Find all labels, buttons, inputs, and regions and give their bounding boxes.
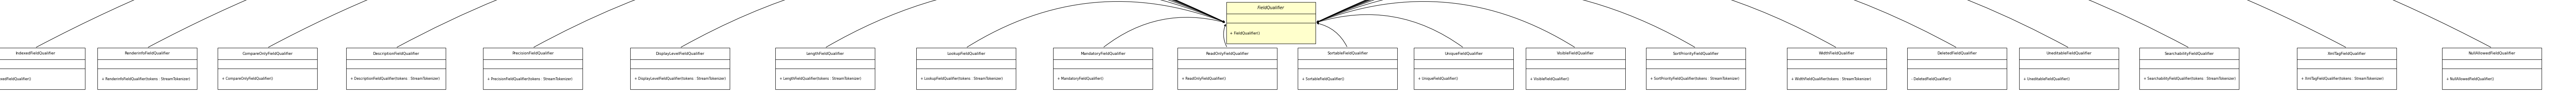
Text: + LengthFieldQualifier(tokens : StreamTokenizer): + LengthFieldQualifier(tokens : StreamTo…	[781, 77, 860, 81]
Text: + UneditableFieldQualifier(): + UneditableFieldQualifier()	[2022, 77, 2069, 81]
Text: ReadOnlyFieldQualifier: ReadOnlyFieldQualifier	[1206, 52, 1249, 56]
Bar	[2442, 48, 2543, 89]
Text: WidthFieldQualifier: WidthFieldQualifier	[1819, 52, 1855, 56]
Text: CompareOnlyFieldQualifier: CompareOnlyFieldQualifier	[242, 52, 294, 56]
Bar	[219, 48, 317, 89]
Text: UniqueFieldQualifier: UniqueFieldQualifier	[1445, 52, 1484, 56]
Text: + MandatoryFieldQualifier(): + MandatoryFieldQualifier()	[1056, 77, 1103, 81]
Text: LookupFieldQualifier: LookupFieldQualifier	[948, 52, 984, 56]
Text: SortableFieldQualifier: SortableFieldQualifier	[1327, 52, 1368, 56]
Bar	[775, 48, 876, 89]
Text: + XmlTagFieldQualifier(tokens : StreamTokenizer): + XmlTagFieldQualifier(tokens : StreamTo…	[2300, 77, 2383, 81]
Bar	[631, 48, 729, 89]
Bar	[1298, 48, 1396, 89]
Text: SearchabilityFieldQualifier: SearchabilityFieldQualifier	[2164, 52, 2213, 56]
Bar	[1177, 48, 1278, 89]
Bar	[1414, 48, 1512, 89]
Bar	[2141, 48, 2239, 89]
Text: + NullAllowedFieldQualifier(): + NullAllowedFieldQualifier()	[2447, 77, 2494, 81]
Bar	[1525, 48, 1625, 89]
Text: + DescriptionFieldQualifier(tokens : StreamTokenizer): + DescriptionFieldQualifier(tokens : Str…	[350, 77, 440, 81]
Text: VisibleFieldQualifier: VisibleFieldQualifier	[1556, 52, 1595, 56]
Text: FieldQualifier: FieldQualifier	[1257, 6, 1285, 10]
Text: - DeletedFieldQualifier(): - DeletedFieldQualifier()	[1911, 77, 1950, 81]
Text: RenderinfoFieldQualifier: RenderinfoFieldQualifier	[124, 52, 170, 56]
Bar	[917, 48, 1015, 89]
Text: SortPriorityFieldQualifier: SortPriorityFieldQualifier	[1672, 52, 1718, 56]
Bar	[98, 48, 196, 89]
Bar	[1788, 48, 1886, 89]
Text: + ReadOnlyFieldQualifier(): + ReadOnlyFieldQualifier()	[1182, 77, 1226, 81]
Text: + IndexedFieldQualifier(): + IndexedFieldQualifier()	[0, 77, 31, 81]
Text: PrecisionFieldQualifier: PrecisionFieldQualifier	[513, 52, 554, 56]
Text: LengthFieldQualifier: LengthFieldQualifier	[806, 52, 845, 56]
Bar	[2298, 48, 2396, 89]
Bar	[345, 48, 446, 89]
Text: + FieldQualifier(): + FieldQualifier()	[1229, 31, 1260, 35]
Text: + PrecisionFieldQualifier(tokens : StreamTokenizer): + PrecisionFieldQualifier(tokens : Strea…	[487, 77, 572, 81]
Text: + VisibleFieldQualifier(): + VisibleFieldQualifier()	[1530, 77, 1569, 81]
Text: + SortableFieldQualifier(): + SortableFieldQualifier()	[1301, 77, 1345, 81]
Text: XmlTagFieldQualifier: XmlTagFieldQualifier	[2329, 52, 2365, 56]
Bar	[1054, 48, 1151, 89]
Text: DeletedFieldQualifier: DeletedFieldQualifier	[1937, 52, 1976, 56]
Bar	[1906, 48, 2007, 89]
Text: + RenderinfoFieldQualifier(tokens : StreamTokenizer): + RenderinfoFieldQualifier(tokens : Stre…	[100, 77, 191, 81]
Bar	[1646, 48, 1747, 89]
Text: + SortPriorityFieldQualifier(tokens : StreamTokenizer): + SortPriorityFieldQualifier(tokens : St…	[1651, 77, 1739, 81]
Text: + CompareOnlyFieldQualifier(): + CompareOnlyFieldQualifier()	[222, 77, 273, 81]
Text: + DisplayLevelFieldQualifier(tokens : StreamTokenizer): + DisplayLevelFieldQualifier(tokens : St…	[634, 77, 726, 81]
Text: UneditableFieldQualifier: UneditableFieldQualifier	[2045, 52, 2092, 56]
Text: IndexedFieldQualifier: IndexedFieldQualifier	[15, 52, 54, 56]
Bar	[1226, 2, 1316, 44]
Text: NullAllowedFieldQualifier: NullAllowedFieldQualifier	[2468, 52, 2514, 56]
Text: DescriptionFieldQualifier: DescriptionFieldQualifier	[374, 52, 420, 56]
Bar	[2020, 48, 2117, 89]
Bar	[0, 48, 85, 89]
Text: DisplayLevelFieldQualifier: DisplayLevelFieldQualifier	[657, 52, 703, 56]
Bar	[484, 48, 582, 89]
Text: + WidthFieldQualifier(tokens : StreamTokenizer): + WidthFieldQualifier(tokens : StreamTok…	[1790, 77, 1870, 81]
Text: MandatoryFieldQualifier: MandatoryFieldQualifier	[1079, 52, 1126, 56]
Text: + UniqueFieldQualifier(): + UniqueFieldQualifier()	[1417, 77, 1458, 81]
Text: + SearchabilityFieldQualifier(tokens : StreamTokenizer): + SearchabilityFieldQualifier(tokens : S…	[2143, 77, 2236, 81]
Text: + LookupFieldQualifier(tokens : StreamTokenizer): + LookupFieldQualifier(tokens : StreamTo…	[920, 77, 1002, 81]
